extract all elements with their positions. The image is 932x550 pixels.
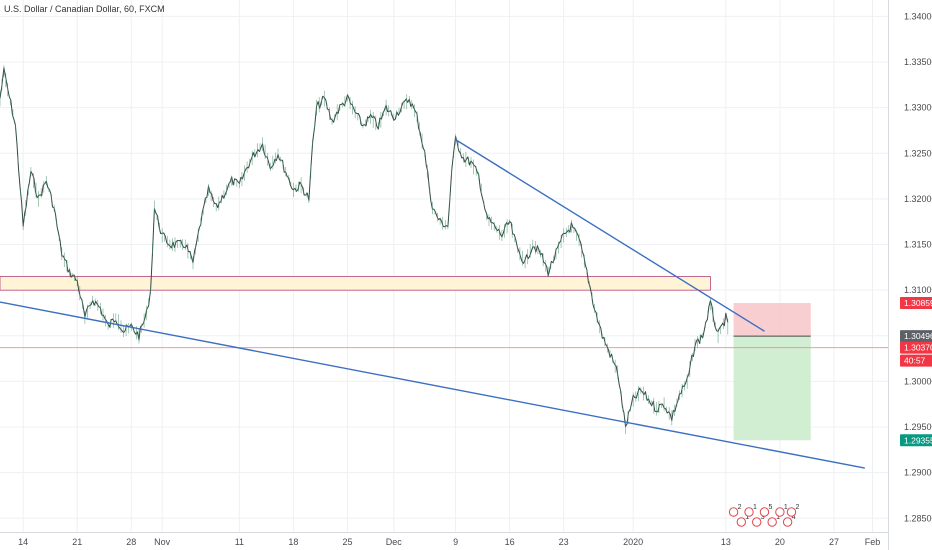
- price-badge-label: 1.30496: [904, 331, 932, 341]
- price-badge: [900, 434, 932, 447]
- price-tick-label: 1.31500: [904, 240, 932, 250]
- x-grid: [22, 0, 874, 532]
- price-tick-label: 1.34000: [904, 11, 932, 21]
- price-badge: [900, 330, 932, 343]
- time-tick-label: 14: [18, 537, 28, 547]
- price-tick-label: 1.32000: [904, 194, 932, 204]
- event-label: 2: [795, 504, 799, 511]
- time-tick-label: 2020: [623, 537, 643, 547]
- price-tick-label: 1.33000: [904, 103, 932, 113]
- event-label: 1: [784, 504, 788, 511]
- trendlines[interactable]: [0, 139, 865, 469]
- event-icon[interactable]: [782, 517, 793, 527]
- event-label: 1: [776, 514, 780, 521]
- event-icon[interactable]: [752, 517, 762, 527]
- event-icon[interactable]: [759, 507, 770, 517]
- event-label: 3: [761, 514, 765, 521]
- price-tick-label: 1.33500: [904, 57, 932, 67]
- time-tick-label: 21: [72, 537, 82, 547]
- time-tick-label: 20: [775, 537, 785, 547]
- event-label: 1: [745, 514, 749, 521]
- price-badge-label: 1.30370: [904, 343, 932, 353]
- y-grid: [0, 15, 888, 519]
- trendline-1[interactable]: [455, 139, 765, 332]
- price-badge-label: 40:57: [904, 356, 926, 366]
- time-tick-label: 11: [235, 537, 244, 547]
- event-icon[interactable]: [744, 507, 754, 517]
- time-tick-label: 27: [829, 537, 839, 547]
- time-tick-label: Dec: [386, 537, 403, 547]
- event-label: 1: [753, 504, 757, 511]
- event-label: 4: [792, 514, 796, 521]
- price-badge-label: 1.29355: [904, 435, 932, 445]
- price-series[interactable]: [0, 65, 729, 435]
- candle-wicks: [0, 65, 729, 435]
- price-badge: [900, 341, 932, 354]
- time-tick-label: Feb: [865, 537, 881, 547]
- time-tick-label: 23: [559, 537, 569, 547]
- event-icon[interactable]: [786, 507, 797, 517]
- resistance-zone[interactable]: [0, 276, 711, 291]
- price-tick-label: 1.29000: [904, 468, 932, 478]
- time-tick-label: 18: [288, 537, 298, 547]
- price-tick-label: 1.28500: [904, 513, 932, 523]
- short-position-tool[interactable]: [733, 303, 811, 441]
- time-tick-label: 28: [126, 537, 136, 547]
- take-profit-area[interactable]: [733, 336, 811, 441]
- price-tick-label: 1.30000: [904, 376, 932, 386]
- time-tick-label: 25: [342, 537, 352, 547]
- time-tick-label: 13: [721, 537, 731, 547]
- trendline-0[interactable]: [0, 301, 865, 469]
- price-axis[interactable]: 1.34000 1.33500 1.33000 1.32500 1.32000 1.315…: [888, 0, 932, 550]
- event-label: 5: [768, 504, 772, 511]
- event-label: 2: [738, 504, 742, 511]
- time-tick-label: Nov: [154, 537, 171, 547]
- price-badge-label: 1.30859: [904, 298, 932, 308]
- price-tick-label: 1.31000: [904, 285, 932, 295]
- time-tick-label: 16: [505, 537, 515, 547]
- event-icon[interactable]: [775, 507, 785, 517]
- event-icon[interactable]: [728, 507, 739, 517]
- chart-title: U.S. Dollar / Canadian Dollar, 60, FXCM: [4, 4, 165, 14]
- event-icon[interactable]: [736, 517, 746, 527]
- zone-rect-0[interactable]: [0, 276, 711, 291]
- price-badge: [900, 354, 932, 367]
- time-axis[interactable]: 14 21 28 Nov 11 18 25 Dec 9 16 23 2020 13 20 27 Feb: [0, 532, 888, 548]
- price-badge: [900, 297, 932, 310]
- event-icon[interactable]: [767, 517, 777, 527]
- price-tick-label: 1.32500: [904, 148, 932, 158]
- price-tick-label: 1.29500: [904, 422, 932, 432]
- time-tick-label: 9: [453, 537, 458, 547]
